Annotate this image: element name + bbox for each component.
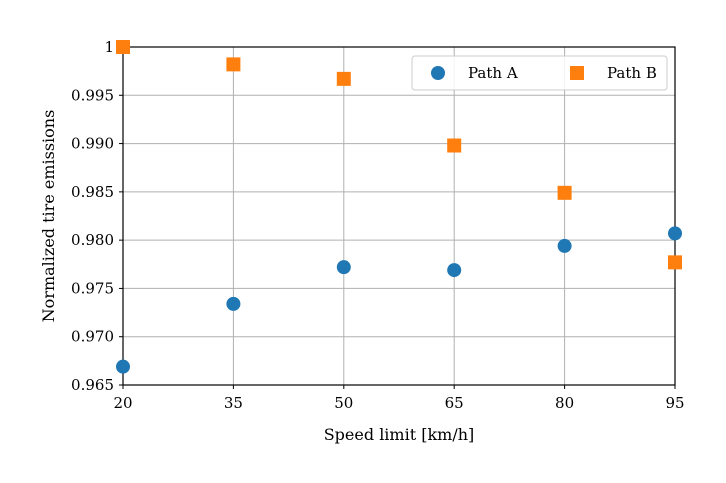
- x-tick-label: 95: [665, 394, 684, 412]
- legend: Path A Path B: [411, 55, 668, 91]
- path-b-point: [668, 255, 682, 270]
- path-a-point: [668, 226, 682, 241]
- x-tick-label: 35: [224, 394, 243, 412]
- y-tick-label: 1: [104, 38, 114, 56]
- legend-box: [411, 55, 668, 91]
- tick-layer: 20 35 50 65 80 95 0.965 0.970 0.975 0.980 0.985 0.9…: [71, 38, 685, 412]
- path-a-point: [226, 296, 241, 311]
- path-b-point: [116, 40, 130, 54]
- y-tick-label: 0.990: [71, 135, 114, 153]
- y-tick-label: 0.965: [71, 376, 114, 394]
- x-tick-label: 50: [334, 394, 353, 412]
- path-b-point: [447, 138, 462, 153]
- x-axis-label: Speed limit [km/h]: [324, 425, 475, 444]
- x-tick-label: 20: [113, 394, 132, 412]
- x-tick-label: 80: [555, 394, 574, 412]
- y-tick-label: 0.970: [71, 328, 114, 346]
- legend-label-path-b: Path B: [607, 64, 657, 82]
- path-a-point: [116, 359, 130, 374]
- y-tick-label: 0.975: [71, 279, 114, 297]
- mark-layer: [116, 40, 682, 374]
- plot-frame: [122, 46, 676, 386]
- legend-marker-path-a: [431, 66, 445, 80]
- y-tick-label: 0.985: [71, 183, 114, 201]
- x-tick-label: 65: [445, 394, 464, 412]
- path-b-point: [336, 71, 351, 86]
- y-axis-label: Normalized tire emissions: [39, 110, 58, 323]
- path-a-point: [557, 238, 572, 253]
- legend-marker-path-b: [570, 66, 584, 80]
- legend-label-path-a: Path A: [468, 64, 518, 82]
- y-tick-label: 0.980: [71, 231, 114, 249]
- path-b-point: [557, 185, 572, 200]
- y-tick-label: 0.995: [71, 86, 114, 104]
- path-a-point: [447, 263, 462, 278]
- path-a-point: [336, 260, 351, 275]
- path-b-point: [226, 57, 241, 72]
